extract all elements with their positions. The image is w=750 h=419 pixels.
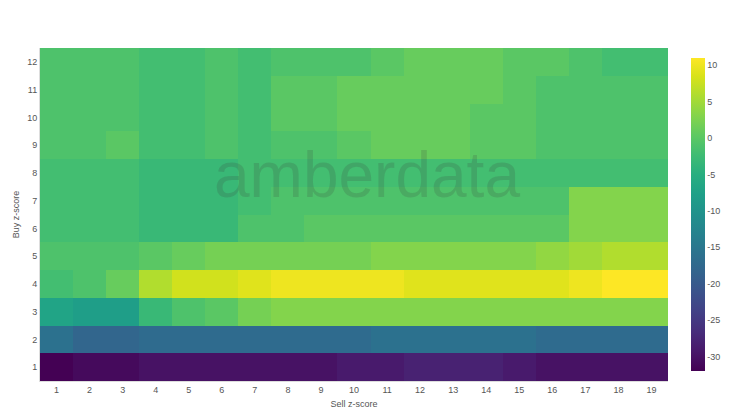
svg-text:11: 11	[382, 385, 391, 395]
svg-text:11: 11	[28, 85, 37, 95]
svg-text:4: 4	[153, 385, 158, 395]
svg-text:2: 2	[32, 335, 37, 345]
svg-text:-30: -30	[707, 352, 720, 362]
svg-text:Buy z-score: Buy z-score	[11, 191, 21, 239]
svg-text:3: 3	[32, 307, 37, 317]
svg-text:8: 8	[285, 385, 290, 395]
svg-text:1: 1	[54, 385, 59, 395]
svg-text:8: 8	[32, 168, 37, 178]
svg-text:2: 2	[87, 385, 92, 395]
svg-text:18: 18	[613, 385, 623, 395]
svg-text:3: 3	[120, 385, 125, 395]
svg-text:5: 5	[707, 97, 712, 107]
svg-text:Sell z-score: Sell z-score	[330, 399, 377, 409]
svg-text:7: 7	[252, 385, 257, 395]
svg-text:1: 1	[32, 362, 37, 372]
svg-text:-25: -25	[707, 315, 720, 325]
svg-text:7: 7	[32, 196, 37, 206]
svg-text:6: 6	[32, 224, 37, 234]
svg-text:19: 19	[646, 385, 656, 395]
svg-text:10: 10	[27, 113, 37, 123]
svg-text:13: 13	[448, 385, 458, 395]
svg-text:15: 15	[514, 385, 524, 395]
svg-text:14: 14	[481, 385, 491, 395]
svg-text:16: 16	[547, 385, 557, 395]
svg-text:-5: -5	[707, 170, 715, 180]
svg-text:amberdata: amberdata	[214, 139, 520, 211]
svg-text:10: 10	[349, 385, 359, 395]
svg-text:12: 12	[27, 57, 37, 67]
svg-text:9: 9	[318, 385, 323, 395]
svg-text:-10: -10	[707, 206, 720, 216]
svg-text:-20: -20	[707, 279, 720, 289]
svg-text:5: 5	[32, 251, 37, 261]
svg-text:9: 9	[32, 140, 37, 150]
svg-text:5: 5	[186, 385, 191, 395]
svg-text:0: 0	[707, 133, 712, 143]
svg-text:10: 10	[707, 60, 717, 70]
svg-text:12: 12	[415, 385, 425, 395]
svg-text:6: 6	[219, 385, 224, 395]
svg-text:17: 17	[580, 385, 590, 395]
svg-text:4: 4	[32, 279, 37, 289]
svg-text:-15: -15	[707, 242, 720, 252]
